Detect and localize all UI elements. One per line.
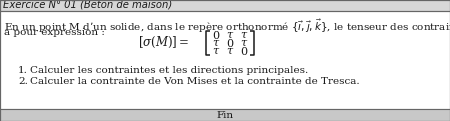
Text: $[\sigma(M)] =$: $[\sigma(M)] =$ — [138, 34, 189, 49]
Text: $\tau$: $\tau$ — [212, 38, 220, 48]
Text: $0$: $0$ — [240, 45, 248, 57]
Bar — [0, 109, 450, 121]
Text: En un point M d’un solide, dans le repère orthonormé $\{\vec{\imath},\vec{\jmath: En un point M d’un solide, dans le repèr… — [4, 18, 450, 35]
Text: Calculer la contrainte de Von Mises et la contrainte de Tresca.: Calculer la contrainte de Von Mises et l… — [30, 77, 360, 86]
Bar — [0, 0, 450, 11]
Text: a pour expression :: a pour expression : — [4, 28, 105, 37]
Bar — [0, 0, 450, 11]
Text: $\tau$: $\tau$ — [240, 30, 248, 40]
Text: $\tau$: $\tau$ — [226, 46, 234, 56]
Bar — [0, 109, 450, 121]
Text: $0$: $0$ — [212, 29, 220, 41]
Text: $\tau$: $\tau$ — [212, 46, 220, 56]
Text: $\tau$: $\tau$ — [240, 38, 248, 48]
Text: Fin: Fin — [216, 110, 234, 120]
Text: 1.: 1. — [18, 66, 28, 75]
Text: Exercice N° 01 (Béton de maison): Exercice N° 01 (Béton de maison) — [3, 0, 172, 11]
Text: $0$: $0$ — [226, 37, 234, 49]
Bar — [0, 11, 450, 109]
Text: $\tau$: $\tau$ — [226, 30, 234, 40]
Text: Calculer les contraintes et les directions principales.: Calculer les contraintes et les directio… — [30, 66, 308, 75]
Text: 2.: 2. — [18, 77, 28, 86]
